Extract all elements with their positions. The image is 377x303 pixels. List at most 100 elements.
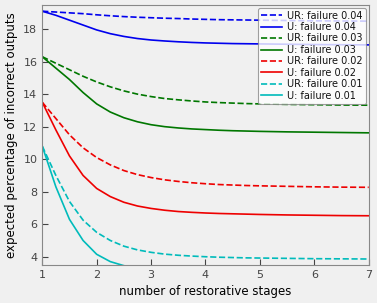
- U: failure 0.01: (3, 3.22): failure 0.01: (3, 3.22): [149, 268, 153, 271]
- U: failure 0.04: (2.25, 17.7): failure 0.04: (2.25, 17.7): [108, 32, 113, 35]
- U: failure 0.03: (3, 12.1): failure 0.03: (3, 12.1): [149, 123, 153, 127]
- U: failure 0.03: (2, 13.4): failure 0.03: (2, 13.4): [94, 102, 99, 106]
- U: failure 0.04: (1.5, 18.6): failure 0.04: (1.5, 18.6): [67, 18, 72, 22]
- Line: U: failure 0.02: U: failure 0.02: [42, 102, 369, 216]
- UR: failure 0.01: (3.5, 4.09): failure 0.01: (3.5, 4.09): [176, 253, 181, 257]
- UR: failure 0.03: (1, 16.3): failure 0.03: (1, 16.3): [40, 55, 44, 58]
- UR: failure 0.04: (2, 18.9): failure 0.04: (2, 18.9): [94, 13, 99, 17]
- U: failure 0.03: (7, 11.6): failure 0.03: (7, 11.6): [366, 131, 371, 135]
- U: failure 0.03: (1, 16.3): failure 0.03: (1, 16.3): [40, 55, 44, 58]
- U: failure 0.04: (6.5, 17): failure 0.04: (6.5, 17): [339, 43, 344, 47]
- UR: failure 0.03: (3, 13.8): failure 0.03: (3, 13.8): [149, 95, 153, 98]
- UR: failure 0.04: (3.5, 18.6): failure 0.04: (3.5, 18.6): [176, 17, 181, 20]
- U: failure 0.02: (4.75, 6.62): failure 0.02: (4.75, 6.62): [244, 212, 248, 216]
- U: failure 0.02: (4.5, 6.64): failure 0.02: (4.5, 6.64): [230, 212, 235, 216]
- U: failure 0.01: (4, 3.11): failure 0.01: (4, 3.11): [203, 269, 208, 273]
- UR: failure 0.02: (6.5, 8.28): failure 0.02: (6.5, 8.28): [339, 185, 344, 189]
- U: failure 0.04: (5.5, 17.1): failure 0.04: (5.5, 17.1): [285, 42, 290, 46]
- UR: failure 0.01: (5.5, 3.9): failure 0.01: (5.5, 3.9): [285, 257, 290, 260]
- UR: failure 0.02: (1, 13.5): failure 0.02: (1, 13.5): [40, 101, 44, 104]
- UR: failure 0.01: (5, 3.92): failure 0.01: (5, 3.92): [257, 256, 262, 260]
- UR: failure 0.03: (4, 13.5): failure 0.03: (4, 13.5): [203, 100, 208, 104]
- UR: failure 0.04: (1.75, 18.9): failure 0.04: (1.75, 18.9): [81, 12, 85, 15]
- UR: failure 0.04: (2.5, 18.8): failure 0.04: (2.5, 18.8): [122, 15, 126, 18]
- U: failure 0.02: (2.25, 7.7): failure 0.02: (2.25, 7.7): [108, 195, 113, 198]
- U: failure 0.01: (3.75, 3.12): failure 0.01: (3.75, 3.12): [190, 269, 194, 273]
- Line: U: failure 0.01: U: failure 0.01: [42, 146, 369, 272]
- U: failure 0.01: (2.25, 3.7): failure 0.01: (2.25, 3.7): [108, 260, 113, 263]
- U: failure 0.04: (3.25, 17.3): failure 0.04: (3.25, 17.3): [162, 39, 167, 43]
- U: failure 0.02: (4.25, 6.66): failure 0.02: (4.25, 6.66): [217, 212, 221, 215]
- UR: failure 0.03: (2.5, 14.2): failure 0.03: (2.5, 14.2): [122, 89, 126, 93]
- UR: failure 0.01: (4.25, 3.97): failure 0.01: (4.25, 3.97): [217, 255, 221, 259]
- U: failure 0.02: (6.5, 6.53): failure 0.02: (6.5, 6.53): [339, 214, 344, 218]
- U: failure 0.01: (4.75, 3.09): failure 0.01: (4.75, 3.09): [244, 270, 248, 273]
- UR: failure 0.03: (1.25, 15.9): failure 0.03: (1.25, 15.9): [54, 62, 58, 65]
- UR: failure 0.02: (5.5, 8.33): failure 0.02: (5.5, 8.33): [285, 185, 290, 188]
- U: failure 0.01: (7, 3.06): failure 0.01: (7, 3.06): [366, 270, 371, 274]
- UR: failure 0.03: (7, 13.3): failure 0.03: (7, 13.3): [366, 103, 371, 107]
- U: failure 0.02: (5.5, 6.57): failure 0.02: (5.5, 6.57): [285, 213, 290, 217]
- U: failure 0.02: (3.75, 6.73): failure 0.02: (3.75, 6.73): [190, 211, 194, 214]
- U: failure 0.03: (3.75, 11.9): failure 0.03: (3.75, 11.9): [190, 127, 194, 131]
- U: failure 0.01: (3.5, 3.14): failure 0.01: (3.5, 3.14): [176, 269, 181, 272]
- U: failure 0.04: (3.75, 17.2): failure 0.04: (3.75, 17.2): [190, 41, 194, 44]
- UR: failure 0.04: (3.25, 18.7): failure 0.04: (3.25, 18.7): [162, 16, 167, 20]
- U: failure 0.04: (4.75, 17.1): failure 0.04: (4.75, 17.1): [244, 42, 248, 45]
- UR: failure 0.03: (2.25, 14.4): failure 0.03: (2.25, 14.4): [108, 85, 113, 89]
- U: failure 0.03: (5, 11.7): failure 0.03: (5, 11.7): [257, 130, 262, 133]
- UR: failure 0.02: (4.5, 8.41): failure 0.02: (4.5, 8.41): [230, 183, 235, 187]
- U: failure 0.02: (3.5, 6.78): failure 0.02: (3.5, 6.78): [176, 210, 181, 213]
- UR: failure 0.03: (1.5, 15.5): failure 0.03: (1.5, 15.5): [67, 68, 72, 72]
- UR: failure 0.02: (4.25, 8.44): failure 0.02: (4.25, 8.44): [217, 183, 221, 186]
- UR: failure 0.01: (2.75, 4.42): failure 0.01: (2.75, 4.42): [135, 248, 140, 252]
- U: failure 0.04: (2, 17.9): failure 0.04: (2, 17.9): [94, 28, 99, 32]
- UR: failure 0.01: (4.75, 3.93): failure 0.01: (4.75, 3.93): [244, 256, 248, 260]
- UR: failure 0.04: (6, 18.5): failure 0.04: (6, 18.5): [312, 19, 317, 23]
- UR: failure 0.02: (1.5, 11.5): failure 0.02: (1.5, 11.5): [67, 133, 72, 137]
- U: failure 0.03: (2.75, 12.3): failure 0.03: (2.75, 12.3): [135, 120, 140, 124]
- U: failure 0.04: (6, 17.1): failure 0.04: (6, 17.1): [312, 43, 317, 46]
- UR: failure 0.04: (4.5, 18.6): failure 0.04: (4.5, 18.6): [230, 18, 235, 22]
- U: failure 0.02: (3.25, 6.86): failure 0.02: (3.25, 6.86): [162, 208, 167, 212]
- U: failure 0.04: (3.5, 17.2): failure 0.04: (3.5, 17.2): [176, 40, 181, 44]
- U: failure 0.01: (3.25, 3.17): failure 0.01: (3.25, 3.17): [162, 268, 167, 272]
- U: failure 0.02: (2, 8.2): failure 0.02: (2, 8.2): [94, 187, 99, 190]
- UR: failure 0.03: (5, 13.4): failure 0.03: (5, 13.4): [257, 102, 262, 106]
- U: failure 0.03: (6, 11.7): failure 0.03: (6, 11.7): [312, 130, 317, 134]
- UR: failure 0.02: (4, 8.49): failure 0.02: (4, 8.49): [203, 182, 208, 185]
- UR: failure 0.01: (2.5, 4.65): failure 0.01: (2.5, 4.65): [122, 244, 126, 248]
- U: failure 0.02: (3, 6.97): failure 0.02: (3, 6.97): [149, 207, 153, 210]
- U: failure 0.03: (2.5, 12.6): failure 0.03: (2.5, 12.6): [122, 116, 126, 120]
- UR: failure 0.03: (6.5, 13.3): failure 0.03: (6.5, 13.3): [339, 103, 344, 107]
- UR: failure 0.01: (4, 4): failure 0.01: (4, 4): [203, 255, 208, 258]
- UR: failure 0.01: (2.25, 5): failure 0.01: (2.25, 5): [108, 239, 113, 242]
- UR: failure 0.04: (2.25, 18.8): failure 0.04: (2.25, 18.8): [108, 14, 113, 18]
- UR: failure 0.02: (1.25, 12.5): failure 0.02: (1.25, 12.5): [54, 117, 58, 120]
- UR: failure 0.01: (1.25, 9): failure 0.01: (1.25, 9): [54, 174, 58, 177]
- U: failure 0.02: (1.5, 10.2): failure 0.02: (1.5, 10.2): [67, 154, 72, 158]
- U: failure 0.02: (1.25, 11.8): failure 0.02: (1.25, 11.8): [54, 128, 58, 132]
- U: failure 0.03: (4.25, 11.8): failure 0.03: (4.25, 11.8): [217, 128, 221, 132]
- U: failure 0.01: (1.75, 5): failure 0.01: (1.75, 5): [81, 239, 85, 242]
- U: failure 0.02: (1, 13.5): failure 0.02: (1, 13.5): [40, 101, 44, 104]
- Legend: UR: failure 0.04, U: failure 0.04, UR: failure 0.03, U: failure 0.03, UR: failur: UR: failure 0.04, U: failure 0.04, UR: f…: [258, 8, 366, 104]
- UR: failure 0.03: (5.5, 13.4): failure 0.03: (5.5, 13.4): [285, 103, 290, 106]
- UR: failure 0.02: (1.75, 10.7): failure 0.02: (1.75, 10.7): [81, 146, 85, 150]
- U: failure 0.01: (6.5, 3.07): failure 0.01: (6.5, 3.07): [339, 270, 344, 274]
- UR: failure 0.02: (3.75, 8.55): failure 0.02: (3.75, 8.55): [190, 181, 194, 185]
- U: failure 0.03: (1.25, 15.6): failure 0.03: (1.25, 15.6): [54, 66, 58, 70]
- UR: failure 0.04: (4.75, 18.6): failure 0.04: (4.75, 18.6): [244, 18, 248, 22]
- UR: failure 0.03: (4.25, 13.5): failure 0.03: (4.25, 13.5): [217, 101, 221, 105]
- UR: failure 0.04: (4.25, 18.6): failure 0.04: (4.25, 18.6): [217, 18, 221, 22]
- UR: failure 0.04: (5, 18.6): failure 0.04: (5, 18.6): [257, 18, 262, 22]
- Line: U: failure 0.04: U: failure 0.04: [42, 11, 369, 45]
- UR: failure 0.03: (4.5, 13.4): failure 0.03: (4.5, 13.4): [230, 101, 235, 105]
- U: failure 0.03: (4.5, 11.8): failure 0.03: (4.5, 11.8): [230, 129, 235, 132]
- UR: failure 0.04: (6.5, 18.5): failure 0.04: (6.5, 18.5): [339, 19, 344, 23]
- U: failure 0.02: (5, 6.6): failure 0.02: (5, 6.6): [257, 213, 262, 216]
- U: failure 0.03: (4.75, 11.7): failure 0.03: (4.75, 11.7): [244, 129, 248, 133]
- Y-axis label: expected percentage of incorrect outputs: expected percentage of incorrect outputs: [5, 12, 18, 258]
- U: failure 0.01: (1.5, 6.3): failure 0.01: (1.5, 6.3): [67, 218, 72, 221]
- UR: failure 0.03: (3.75, 13.6): failure 0.03: (3.75, 13.6): [190, 99, 194, 103]
